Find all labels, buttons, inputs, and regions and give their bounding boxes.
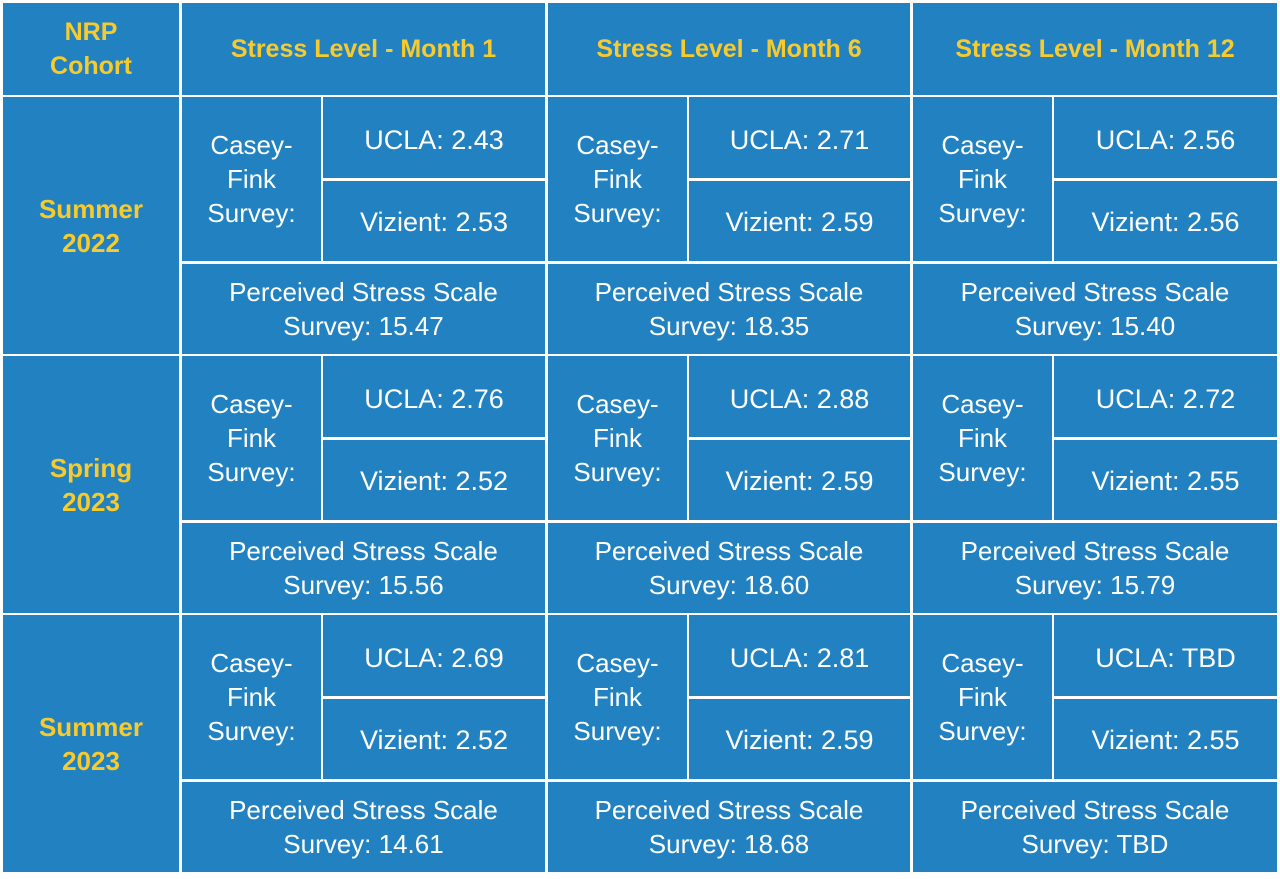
casey-fink-line3: Survey: [573, 457, 662, 487]
header-cohort-line1: NRP [64, 18, 118, 46]
cohort-line2: 2023 [62, 745, 120, 776]
casey-fink-label: Casey- Fink Survey: [548, 615, 687, 779]
casey-fink-line1: Casey- [941, 389, 1024, 419]
perceived-stress-score: Perceived Stress Scale Survey: 15.47 [182, 264, 545, 354]
perceived-stress-score: Perceived Stress Scale Survey: 18.60 [548, 523, 910, 613]
vizient-score: Vizient: 2.55 [1054, 440, 1277, 520]
casey-fink-label: Casey- Fink Survey: [913, 615, 1052, 779]
pss-line1: Perceived Stress Scale [960, 536, 1230, 566]
vizient-score: Vizient: 2.55 [1054, 699, 1277, 779]
pss-line1: Perceived Stress Scale [229, 277, 498, 307]
casey-fink-line1: Casey- [941, 130, 1024, 160]
vizient-score: Vizient: 2.52 [323, 699, 545, 779]
pss-line1: Perceived Stress Scale [229, 795, 498, 825]
pss-line2: Survey: 15.47 [283, 311, 444, 341]
pss-line1: Perceived Stress Scale [594, 536, 864, 566]
perceived-stress-score: Perceived Stress Scale Survey: 15.79 [913, 523, 1277, 613]
header-cohort: NRP Cohort [3, 3, 179, 95]
casey-fink-line3: Survey: [573, 198, 662, 228]
casey-fink-line2: Fink [957, 423, 1008, 453]
casey-fink-line1: Casey- [210, 648, 293, 678]
pss-line2: Survey: 15.56 [283, 570, 444, 600]
cohort-label: Spring 2023 [3, 356, 179, 613]
casey-fink-line2: Fink [592, 682, 643, 712]
pss-line1: Perceived Stress Scale [229, 536, 498, 566]
cohort-label: Summer 2023 [3, 615, 179, 872]
cohort-line1: Spring [49, 452, 133, 483]
casey-fink-line3: Survey: [938, 198, 1027, 228]
casey-fink-line3: Survey: [207, 198, 296, 228]
casey-fink-line2: Fink [957, 682, 1008, 712]
casey-fink-label: Casey- Fink Survey: [182, 615, 321, 779]
casey-fink-line1: Casey- [576, 648, 659, 678]
casey-fink-label: Casey- Fink Survey: [548, 356, 687, 520]
ucla-score: UCLA: 2.71 [689, 97, 910, 178]
casey-fink-line2: Fink [592, 164, 643, 194]
ucla-score: UCLA: 2.88 [689, 356, 910, 437]
pss-line1: Perceived Stress Scale [960, 795, 1230, 825]
casey-fink-line1: Casey- [576, 389, 659, 419]
casey-fink-line3: Survey: [938, 457, 1027, 487]
cohort-line1: Summer [38, 711, 144, 742]
pss-line2: Survey: 15.40 [1014, 311, 1176, 341]
cohort-label: Summer 2022 [3, 97, 179, 354]
pss-line2: Survey: 14.61 [283, 829, 444, 859]
casey-fink-line3: Survey: [207, 716, 296, 746]
casey-fink-line2: Fink [226, 682, 277, 712]
casey-fink-line1: Casey- [941, 648, 1024, 678]
ucla-score: UCLA: TBD [1054, 615, 1277, 696]
casey-fink-line1: Casey- [210, 130, 293, 160]
perceived-stress-score: Perceived Stress Scale Survey: TBD [913, 782, 1277, 872]
pss-line2: Survey: 18.68 [648, 829, 810, 859]
casey-fink-line2: Fink [592, 423, 643, 453]
casey-fink-line2: Fink [957, 164, 1008, 194]
perceived-stress-score: Perceived Stress Scale Survey: 18.35 [548, 264, 910, 354]
vizient-score: Vizient: 2.53 [323, 181, 545, 261]
cohort-line1: Summer [38, 193, 144, 224]
pss-line2: Survey: 18.60 [648, 570, 810, 600]
ucla-score: UCLA: 2.43 [323, 97, 545, 178]
casey-fink-label: Casey- Fink Survey: [913, 97, 1052, 261]
casey-fink-line2: Fink [226, 164, 277, 194]
casey-fink-label: Casey- Fink Survey: [182, 356, 321, 520]
pss-line2: Survey: 15.79 [1014, 570, 1176, 600]
header-cohort-line2: Cohort [50, 52, 132, 80]
ucla-score: UCLA: 2.81 [689, 615, 910, 696]
pss-line2: Survey: TBD [1021, 829, 1169, 859]
cohort-line2: 2023 [62, 486, 120, 517]
pss-line1: Perceived Stress Scale [594, 795, 864, 825]
ucla-score: UCLA: 2.72 [1054, 356, 1277, 437]
casey-fink-line3: Survey: [573, 716, 662, 746]
perceived-stress-score: Perceived Stress Scale Survey: 15.40 [913, 264, 1277, 354]
casey-fink-line1: Casey- [576, 130, 659, 160]
ucla-score: UCLA: 2.56 [1054, 97, 1277, 178]
casey-fink-line1: Casey- [210, 389, 293, 419]
pss-line1: Perceived Stress Scale [594, 277, 864, 307]
ucla-score: UCLA: 2.76 [323, 356, 545, 437]
perceived-stress-score: Perceived Stress Scale Survey: 14.61 [182, 782, 545, 872]
perceived-stress-score: Perceived Stress Scale Survey: 15.56 [182, 523, 545, 613]
header-month-1: Stress Level - Month 1 [182, 3, 545, 95]
vizient-score: Vizient: 2.59 [689, 181, 910, 261]
vizient-score: Vizient: 2.56 [1054, 181, 1277, 261]
header-month-12: Stress Level - Month 12 [913, 3, 1277, 95]
casey-fink-line3: Survey: [938, 716, 1027, 746]
pss-line2: Survey: 18.35 [648, 311, 810, 341]
vizient-score: Vizient: 2.59 [689, 440, 910, 520]
casey-fink-line3: Survey: [207, 457, 296, 487]
casey-fink-label: Casey- Fink Survey: [182, 97, 321, 261]
pss-line1: Perceived Stress Scale [960, 277, 1230, 307]
ucla-score: UCLA: 2.69 [323, 615, 545, 696]
casey-fink-label: Casey- Fink Survey: [913, 356, 1052, 520]
vizient-score: Vizient: 2.59 [689, 699, 910, 779]
casey-fink-line2: Fink [226, 423, 277, 453]
header-month-6: Stress Level - Month 6 [548, 3, 910, 95]
perceived-stress-score: Perceived Stress Scale Survey: 18.68 [548, 782, 910, 872]
vizient-score: Vizient: 2.52 [323, 440, 545, 520]
casey-fink-label: Casey- Fink Survey: [548, 97, 687, 261]
cohort-line2: 2022 [62, 227, 120, 258]
